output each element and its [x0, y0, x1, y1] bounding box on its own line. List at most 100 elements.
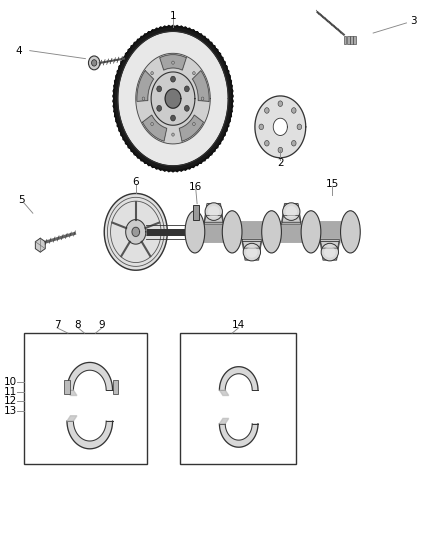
Circle shape — [172, 133, 174, 136]
Circle shape — [193, 123, 195, 126]
Circle shape — [151, 123, 153, 126]
Polygon shape — [219, 418, 229, 424]
Text: 11: 11 — [4, 387, 17, 397]
Polygon shape — [320, 239, 339, 248]
Polygon shape — [221, 137, 223, 141]
Polygon shape — [255, 96, 306, 158]
Polygon shape — [179, 26, 183, 28]
Polygon shape — [231, 84, 232, 88]
Circle shape — [292, 141, 296, 146]
Polygon shape — [117, 123, 119, 128]
Polygon shape — [67, 421, 113, 449]
Polygon shape — [131, 149, 134, 152]
Polygon shape — [159, 27, 163, 29]
Polygon shape — [167, 170, 171, 172]
Polygon shape — [202, 158, 206, 161]
Text: 10: 10 — [4, 377, 17, 387]
Text: 9: 9 — [99, 320, 106, 330]
Polygon shape — [227, 123, 229, 128]
Polygon shape — [147, 163, 151, 166]
Polygon shape — [232, 94, 233, 99]
Polygon shape — [147, 31, 151, 34]
Polygon shape — [175, 170, 179, 172]
Polygon shape — [128, 49, 131, 52]
Polygon shape — [117, 69, 119, 74]
Text: 16: 16 — [189, 182, 202, 191]
Polygon shape — [218, 141, 221, 145]
Polygon shape — [219, 424, 258, 447]
Polygon shape — [225, 128, 227, 132]
Circle shape — [265, 141, 269, 146]
Polygon shape — [113, 99, 114, 103]
Polygon shape — [242, 239, 261, 248]
Polygon shape — [119, 65, 121, 69]
Polygon shape — [171, 26, 175, 27]
Text: 14: 14 — [232, 320, 245, 330]
Polygon shape — [204, 215, 223, 224]
Polygon shape — [219, 367, 258, 390]
Polygon shape — [242, 241, 261, 260]
Circle shape — [92, 60, 97, 66]
Ellipse shape — [208, 206, 219, 217]
Polygon shape — [115, 79, 116, 84]
Polygon shape — [155, 28, 159, 30]
Polygon shape — [219, 390, 229, 395]
Polygon shape — [125, 52, 128, 56]
Ellipse shape — [261, 211, 281, 253]
Polygon shape — [209, 42, 212, 45]
Bar — [353, 36, 356, 44]
Polygon shape — [113, 94, 114, 99]
Polygon shape — [206, 39, 209, 42]
Polygon shape — [229, 118, 230, 123]
Text: 1: 1 — [170, 11, 177, 21]
Bar — [64, 381, 70, 394]
Polygon shape — [35, 238, 45, 252]
Polygon shape — [192, 70, 209, 101]
Bar — [180, 333, 296, 464]
Polygon shape — [137, 155, 140, 158]
Polygon shape — [206, 155, 209, 158]
Text: 5: 5 — [18, 195, 25, 205]
Circle shape — [259, 124, 264, 130]
Polygon shape — [67, 416, 77, 421]
Polygon shape — [187, 28, 191, 30]
Polygon shape — [183, 168, 187, 170]
Polygon shape — [67, 390, 77, 395]
Bar — [24, 333, 147, 464]
Polygon shape — [165, 89, 181, 108]
Text: 13: 13 — [4, 407, 17, 416]
Polygon shape — [273, 118, 287, 135]
Polygon shape — [151, 165, 155, 167]
Polygon shape — [195, 163, 199, 166]
Polygon shape — [232, 88, 233, 94]
Bar — [193, 205, 199, 220]
Circle shape — [171, 76, 175, 82]
Circle shape — [142, 97, 145, 100]
Ellipse shape — [243, 243, 261, 261]
Polygon shape — [215, 49, 218, 52]
Polygon shape — [231, 109, 232, 114]
Polygon shape — [137, 70, 154, 101]
Polygon shape — [223, 132, 225, 137]
Ellipse shape — [341, 211, 360, 253]
Bar — [347, 36, 350, 44]
Polygon shape — [175, 26, 179, 27]
Polygon shape — [115, 114, 116, 118]
Ellipse shape — [185, 211, 205, 253]
Polygon shape — [167, 26, 171, 27]
Polygon shape — [191, 30, 195, 32]
Polygon shape — [159, 168, 163, 170]
Polygon shape — [282, 215, 301, 224]
Polygon shape — [116, 74, 117, 79]
Text: 3: 3 — [410, 17, 417, 26]
Ellipse shape — [286, 206, 297, 217]
Text: 2: 2 — [277, 158, 284, 168]
Circle shape — [201, 97, 204, 100]
Polygon shape — [121, 132, 123, 137]
Polygon shape — [282, 204, 301, 222]
Polygon shape — [160, 55, 186, 70]
Polygon shape — [232, 103, 233, 109]
Polygon shape — [119, 128, 121, 132]
Polygon shape — [140, 36, 143, 39]
Polygon shape — [123, 137, 125, 141]
